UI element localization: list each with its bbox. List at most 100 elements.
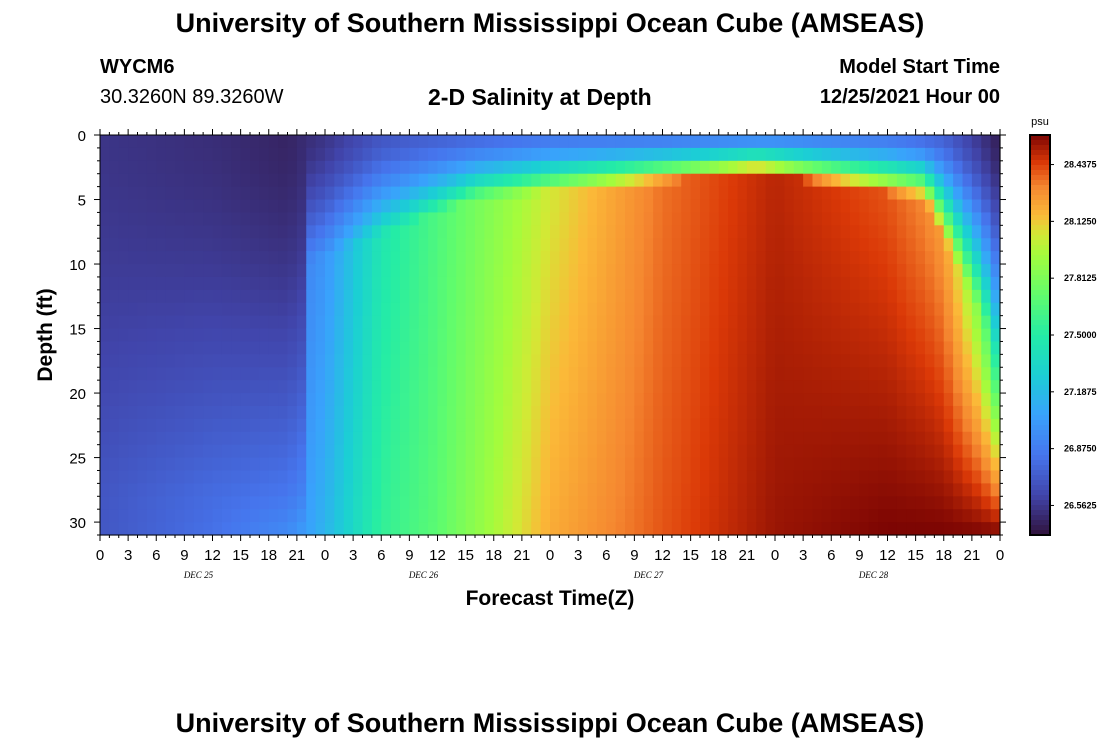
- day-label: DEC 28: [858, 570, 889, 580]
- heatmap-cell: [550, 483, 560, 497]
- heatmap-cell: [587, 199, 598, 214]
- heatmap-cell: [681, 212, 692, 226]
- heatmap-cell: [325, 302, 335, 317]
- heatmap-cell: [315, 483, 326, 497]
- heatmap-cell: [709, 251, 720, 265]
- heatmap-cell: [118, 225, 129, 239]
- heatmap-cell: [118, 251, 129, 265]
- colorbar-segment: [1030, 175, 1050, 181]
- heatmap-cell: [109, 470, 120, 484]
- heatmap-cell: [840, 380, 851, 394]
- heatmap-cell: [859, 354, 870, 368]
- heatmap-cell: [896, 341, 907, 355]
- heatmap-cell: [231, 315, 242, 330]
- heatmap-cell: [803, 173, 814, 188]
- heatmap-cell: [793, 328, 804, 343]
- heatmap-cell: [381, 457, 392, 472]
- heatmap-cell: [953, 470, 964, 484]
- heatmap-cell: [193, 522, 204, 536]
- heatmap-cell: [212, 328, 223, 343]
- heatmap-cell: [475, 302, 485, 317]
- heatmap-cell: [915, 522, 926, 536]
- heatmap-cell: [953, 354, 964, 368]
- heatmap-cell: [475, 496, 485, 510]
- heatmap-cell: [587, 289, 598, 304]
- heatmap-cell: [971, 199, 982, 214]
- heatmap-cell: [193, 173, 204, 188]
- heatmap-cell: [803, 522, 814, 536]
- heatmap-cell: [184, 367, 195, 381]
- heatmap-cell: [212, 444, 223, 459]
- heatmap-cell: [728, 135, 739, 149]
- heatmap-cell: [550, 147, 560, 162]
- heatmap-cell: [240, 522, 251, 536]
- heatmap-cell: [915, 173, 926, 188]
- heatmap-cell: [465, 186, 476, 201]
- heatmap-cell: [212, 264, 223, 278]
- heatmap-cell: [287, 160, 298, 175]
- heatmap-cell: [906, 135, 917, 149]
- heatmap-cell: [184, 405, 195, 420]
- heatmap-cell: [596, 315, 607, 330]
- heatmap-cell: [700, 289, 710, 304]
- heatmap-cell: [446, 470, 457, 484]
- heatmap-cell: [287, 264, 298, 278]
- heatmap-cell: [437, 225, 448, 239]
- heatmap-cell: [259, 509, 270, 523]
- heatmap-cell: [371, 405, 382, 420]
- colorbar-units: psu: [1031, 116, 1049, 128]
- heatmap-cell: [887, 509, 898, 523]
- heatmap-cell: [278, 276, 289, 291]
- heatmap-cell: [381, 212, 392, 226]
- heatmap-cell: [971, 483, 982, 497]
- heatmap-cell: [653, 405, 664, 420]
- heatmap-cell: [353, 302, 364, 317]
- heatmap-cell: [587, 380, 598, 394]
- heatmap-cell: [896, 496, 907, 510]
- heatmap-cell: [259, 276, 270, 291]
- heatmap-cell: [540, 405, 551, 420]
- heatmap-cell: [146, 341, 157, 355]
- heatmap-cell: [737, 289, 748, 304]
- heatmap-cell: [821, 173, 832, 188]
- heatmap-cell: [503, 238, 514, 252]
- heatmap-cell: [325, 289, 335, 304]
- heatmap-cell: [653, 470, 664, 484]
- heatmap-cell: [325, 380, 335, 394]
- heatmap-cell: [643, 160, 654, 175]
- x-tick-label: 15: [682, 547, 699, 564]
- heatmap-cell: [596, 186, 607, 201]
- heatmap-cell: [662, 431, 673, 446]
- heatmap-cell: [146, 483, 157, 497]
- heatmap-cell: [212, 225, 223, 239]
- heatmap-cell: [568, 302, 579, 317]
- heatmap-cell: [240, 147, 251, 162]
- heatmap-cell: [606, 509, 617, 523]
- heatmap-cell: [962, 405, 973, 420]
- heatmap-cell: [456, 509, 467, 523]
- heatmap-cell: [428, 405, 439, 420]
- heatmap-cell: [700, 393, 710, 407]
- heatmap-cell: [503, 173, 514, 188]
- heatmap-cell: [456, 380, 467, 394]
- heatmap-cell: [868, 496, 879, 510]
- heatmap-cell: [484, 509, 495, 523]
- heatmap-cell: [465, 418, 476, 433]
- heatmap-cell: [859, 289, 870, 304]
- heatmap-cell: [962, 483, 973, 497]
- heatmap-cell: [793, 160, 804, 175]
- heatmap-cell: [287, 354, 298, 368]
- heatmap-cell: [437, 496, 448, 510]
- heatmap-cell: [681, 354, 692, 368]
- heatmap-cell: [850, 483, 860, 497]
- heatmap-cell: [690, 186, 701, 201]
- heatmap-cell: [709, 496, 720, 510]
- heatmap-cell: [362, 238, 373, 252]
- heatmap-cells: [100, 135, 1001, 536]
- heatmap-cell: [625, 354, 635, 368]
- heatmap-cell: [343, 457, 354, 472]
- x-tick-label: 9: [405, 547, 413, 564]
- heatmap-cell: [625, 135, 635, 149]
- heatmap-cell: [118, 135, 129, 149]
- heatmap-cell: [278, 135, 289, 149]
